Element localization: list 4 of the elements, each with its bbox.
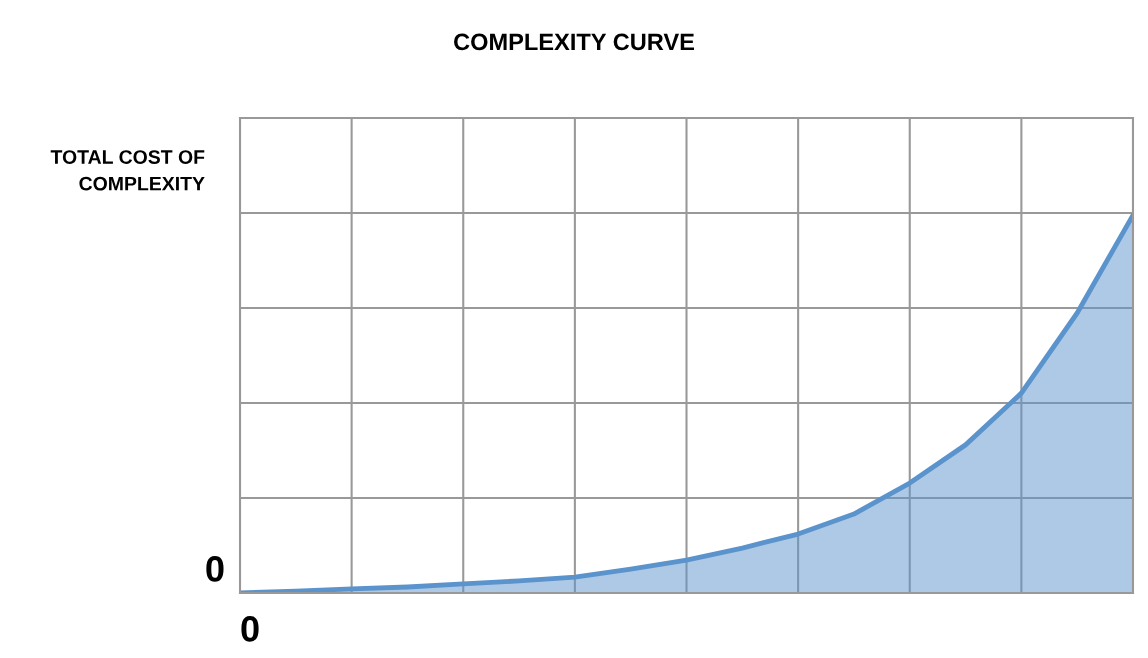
text: 0 — [206, 556, 224, 582]
chart-title: COMPLEXITY CURVE — [454, 33, 695, 51]
y-axis-title: TOTAL COST OF COMPLEXITY — [50, 150, 205, 191]
text: 0 — [241, 616, 259, 642]
